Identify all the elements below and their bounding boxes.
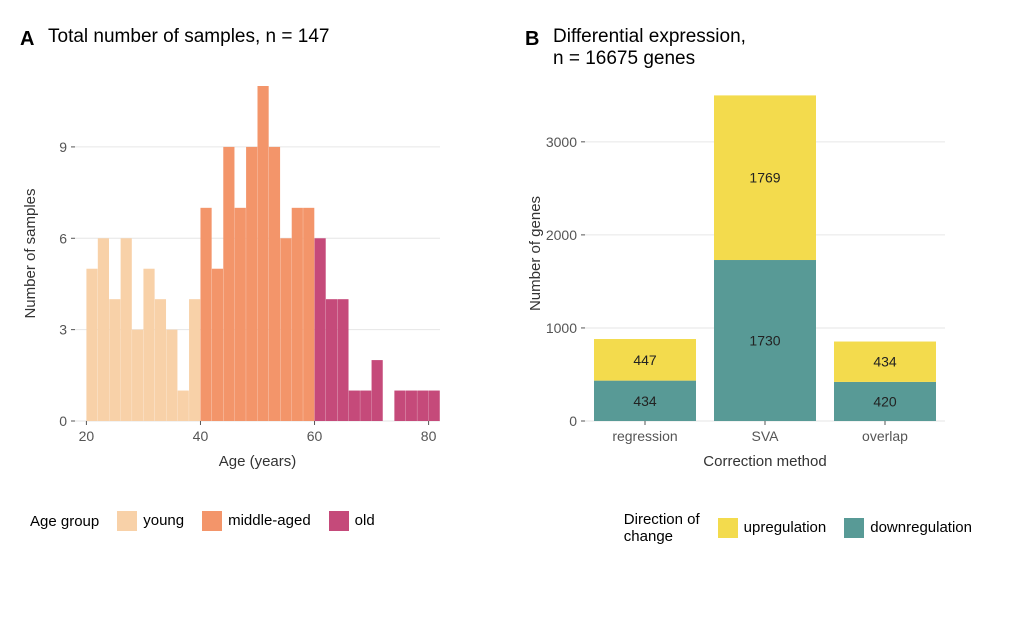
histogram-bar — [303, 208, 314, 421]
age-group-legend-title: Age group — [30, 513, 99, 530]
svg-text:9: 9 — [59, 139, 67, 155]
swatch-icon — [844, 518, 864, 538]
svg-text:0: 0 — [569, 413, 577, 429]
legend-item-young: young — [117, 512, 184, 529]
svg-text:2000: 2000 — [546, 227, 577, 243]
swatch-icon — [718, 518, 738, 538]
histogram-bar — [235, 208, 246, 421]
legend-label: downregulation — [870, 519, 972, 536]
histogram-bar — [337, 299, 348, 421]
legend-label: upregulation — [744, 519, 827, 536]
panel-b-title: Differential expression,n = 16675 genes — [553, 26, 1000, 76]
histogram-bar — [155, 299, 166, 421]
svg-text:3000: 3000 — [546, 134, 577, 150]
svg-text:Correction method: Correction method — [703, 453, 826, 470]
histogram-bar — [269, 147, 280, 421]
histogram-bar — [292, 208, 303, 421]
svg-text:3: 3 — [59, 322, 67, 338]
histogram-bar — [429, 391, 440, 421]
histogram-bar — [212, 269, 223, 421]
svg-text:20: 20 — [79, 428, 95, 444]
histogram-bar — [246, 147, 257, 421]
histogram-bar — [417, 391, 428, 421]
svg-text:447: 447 — [633, 352, 657, 368]
legend-item-downregulation: downregulation — [844, 519, 972, 536]
svg-text:434: 434 — [633, 393, 657, 409]
histogram-bar — [189, 299, 200, 421]
svg-text:40: 40 — [193, 428, 209, 444]
histogram-bar — [98, 238, 109, 421]
svg-text:SVA: SVA — [752, 428, 780, 444]
legend-item-upregulation: upregulation — [718, 519, 827, 536]
svg-text:overlap: overlap — [862, 428, 908, 444]
histogram-bar — [109, 299, 120, 421]
swatch-icon — [117, 511, 137, 531]
legends-block: Age group young middle-aged old Direction … — [20, 496, 1000, 545]
histogram-bar — [178, 391, 189, 421]
histogram-bar — [360, 391, 371, 421]
svg-text:0: 0 — [59, 413, 67, 429]
histogram-bar — [372, 360, 383, 421]
panel-b-label: B — [525, 28, 539, 51]
svg-text:1769: 1769 — [749, 170, 780, 186]
svg-text:434: 434 — [873, 354, 897, 370]
legend-label: young — [143, 512, 184, 529]
histogram-bar — [258, 86, 269, 421]
stacked-bar-chart: 434 447 regression 1730 1769 SVA 420 434 overlap… — [525, 76, 955, 476]
svg-text:1000: 1000 — [546, 320, 577, 336]
direction-legend: Direction ofchange upregulation downregul… — [624, 511, 990, 545]
panel-a-title: Total number of samples, n = 147 — [48, 26, 495, 76]
svg-text:Number of genes: Number of genes — [527, 196, 544, 311]
svg-text:60: 60 — [307, 428, 323, 444]
svg-text:6: 6 — [59, 230, 67, 246]
svg-text:regression: regression — [612, 428, 677, 444]
histogram-bar — [121, 238, 132, 421]
histogram-bar — [406, 391, 417, 421]
legend-item-middle: middle-aged — [202, 512, 311, 529]
legend-item-old: old — [329, 512, 375, 529]
panel-a: A Total number of samples, n = 147 0 3 6 9 2… — [20, 20, 495, 476]
histogram-bar — [166, 330, 177, 421]
panel-b: B Differential expression,n = 16675 gene… — [525, 20, 1000, 476]
histogram-bar — [200, 208, 211, 421]
svg-text:Age (years): Age (years) — [219, 453, 297, 470]
svg-text:420: 420 — [873, 393, 897, 409]
histogram-bar — [143, 269, 154, 421]
panel-a-label: A — [20, 28, 34, 51]
histogram-bar — [326, 299, 337, 421]
swatch-icon — [329, 511, 349, 531]
legend-label: middle-aged — [228, 512, 311, 529]
histogram-bar — [280, 238, 291, 421]
histogram-bar — [349, 391, 360, 421]
svg-text:Number of samples: Number of samples — [22, 188, 39, 318]
histogram-bar — [394, 391, 405, 421]
svg-text:80: 80 — [421, 428, 437, 444]
figure: A Total number of samples, n = 147 0 3 6 9 2… — [20, 20, 1000, 476]
histogram-bar — [223, 147, 234, 421]
histogram-bar — [315, 238, 326, 421]
legend-label: old — [355, 512, 375, 529]
age-group-legend: Age group young middle-aged old — [30, 511, 393, 531]
histogram-chart: 0 3 6 9 20 40 60 80 Age (years) Number of samples — [20, 76, 450, 476]
histogram-bar — [132, 330, 143, 421]
histogram-bar — [86, 269, 97, 421]
swatch-icon — [202, 511, 222, 531]
svg-text:1730: 1730 — [749, 333, 780, 349]
direction-legend-title: Direction ofchange — [624, 511, 700, 545]
